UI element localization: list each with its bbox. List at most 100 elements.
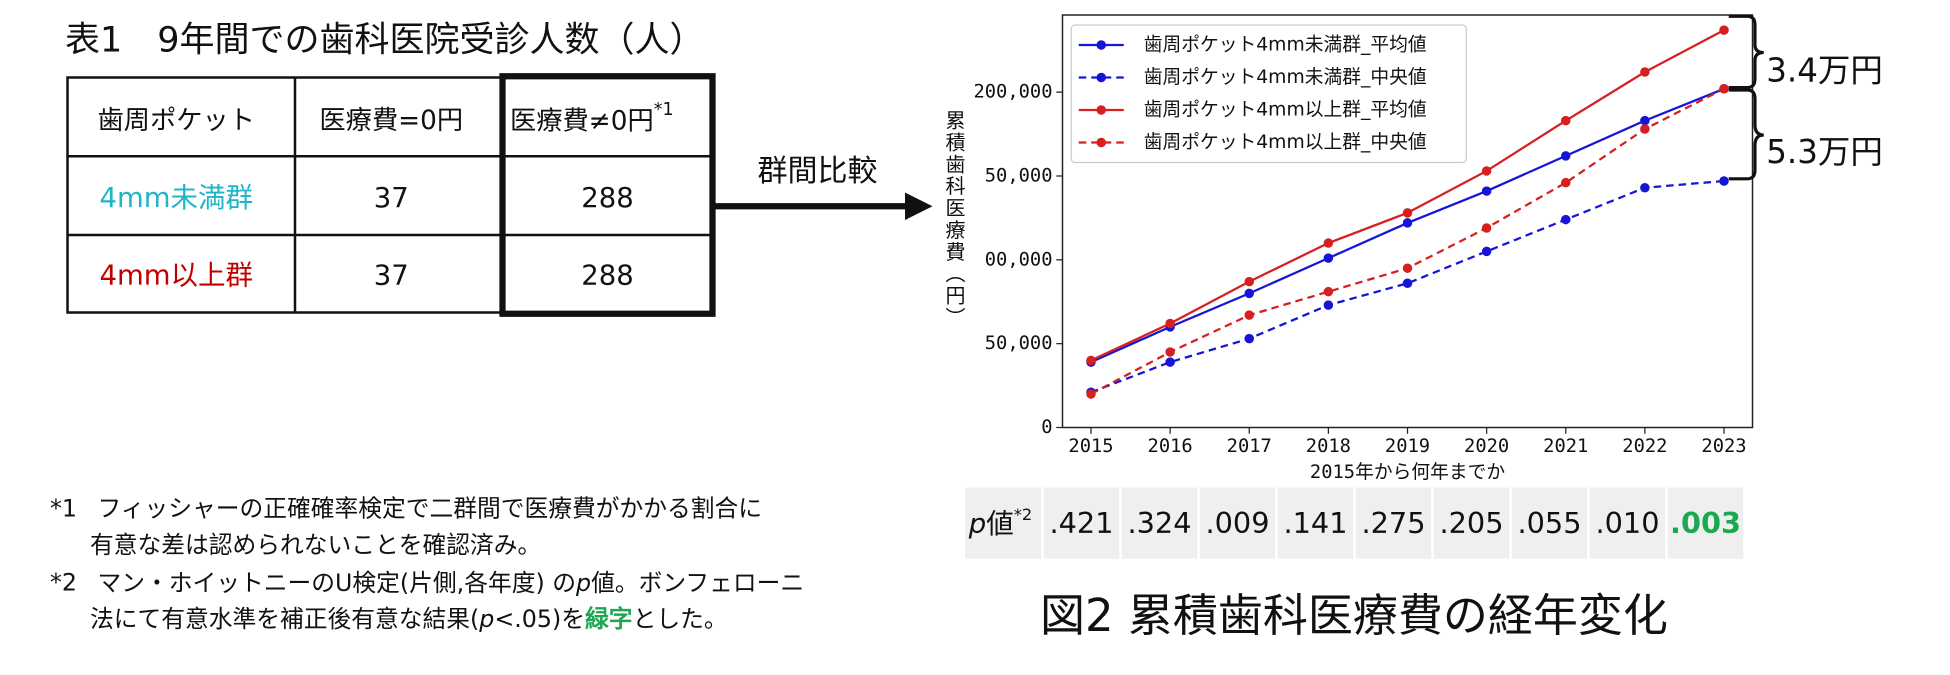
- series-marker: [1640, 67, 1650, 77]
- footnote-marker: *1: [50, 495, 77, 523]
- series-marker: [1561, 214, 1571, 225]
- series-marker: [1244, 310, 1254, 320]
- series-marker: [1640, 124, 1650, 134]
- text: マン・ホイットニーのU検定(片側,各年度) の: [98, 568, 577, 596]
- x-axis-label: 2015年から何年までか: [1310, 461, 1505, 483]
- p-note: *2: [1014, 505, 1032, 524]
- series-marker: [1640, 115, 1650, 126]
- arrow-head: [905, 192, 933, 220]
- series-marker: [1481, 166, 1492, 176]
- text: <.05)を: [494, 605, 585, 633]
- series-marker: [1165, 347, 1175, 357]
- group-cell: 4mm未満群: [99, 182, 253, 214]
- text: p: [478, 605, 494, 633]
- y-tick-label: 0: [1041, 417, 1052, 438]
- x-tick-label: 2020: [1464, 436, 1509, 457]
- bracket: [1728, 14, 1764, 90]
- series-marker: [1561, 115, 1571, 126]
- y-tick-label: 50,000: [985, 333, 1053, 354]
- footnote-line: 有意な差は認められないことを確認済み。: [90, 531, 541, 559]
- x-tick-label: 2016: [1148, 436, 1193, 457]
- p-value: .421: [1049, 506, 1113, 540]
- p-letter: p: [968, 508, 986, 540]
- p-cell: [1667, 487, 1744, 559]
- legend-label: 歯周ポケット4mm以上群_中央値: [1144, 131, 1427, 153]
- series-marker: [1165, 318, 1175, 329]
- header-cell: 医療費≠0円*1: [510, 100, 674, 136]
- x-tick-label: 2017: [1227, 436, 1272, 457]
- p-label-cell: [965, 487, 1042, 559]
- x-tick-label: 2021: [1543, 436, 1588, 457]
- y-tick-label: 50,000: [985, 165, 1053, 186]
- footnote-line: マン・ホイットニーのU検定(片側,各年度) のp値。ボンフェローニ: [98, 568, 805, 596]
- series-marker: [1719, 176, 1729, 186]
- text: とした。: [633, 605, 728, 633]
- group-cell: 4mm以上群: [99, 259, 253, 291]
- series-marker: [1323, 300, 1334, 310]
- p-cell: [1511, 487, 1588, 559]
- legend-box: [1070, 24, 1467, 164]
- annotation: 5.3万円: [1766, 133, 1883, 171]
- text: p: [575, 568, 591, 596]
- x-tick-label: 2019: [1385, 436, 1430, 457]
- series-marker: [1244, 333, 1254, 344]
- text: 値。ボンフェローニ: [591, 568, 804, 596]
- y-axis-label: 累積歯科医療費（円）: [942, 110, 966, 329]
- arrow-label: 群間比較: [758, 154, 878, 189]
- series-marker: [1402, 218, 1413, 228]
- highlight-box: [499, 73, 716, 317]
- series-marker: [1402, 278, 1413, 289]
- cell: 288: [581, 259, 634, 291]
- footnotes: *1 フィッシャーの正確確率検定で二群間で医療費がかかる割合に 有意な差は認めら…: [50, 495, 804, 633]
- series-marker: [1561, 177, 1571, 188]
- series-line: [1090, 179, 1725, 394]
- p-cell: [1043, 487, 1120, 559]
- series-marker: [1719, 25, 1729, 35]
- p-cell: [1355, 487, 1432, 559]
- legend-marker: [1096, 40, 1106, 50]
- figure-title: 図2 累積歯科医療費の経年変化: [1040, 589, 1668, 642]
- series-marker: [1402, 263, 1413, 273]
- series-marker: [1561, 151, 1571, 161]
- p-cell: [1589, 487, 1666, 559]
- series-marker: [1640, 182, 1650, 193]
- p-value: .141: [1283, 506, 1347, 540]
- legend-label: 歯周ポケット4mm以上群_平均値: [1144, 99, 1427, 121]
- series-marker: [1165, 357, 1175, 367]
- footnote-line: 法にて有意水準を補正後有意な結果(p<.05)を緑字とした。: [90, 605, 728, 633]
- series-marker: [1323, 238, 1334, 248]
- p-cell: [1277, 487, 1354, 559]
- x-tick-label: 2022: [1622, 436, 1667, 457]
- legend-label: 歯周ポケット4mm未満群_中央値: [1144, 66, 1427, 88]
- cell: 37: [374, 182, 409, 214]
- p-value: .003: [1670, 506, 1741, 540]
- series-marker: [1481, 223, 1492, 233]
- footnote-line: フィッシャーの正確確率検定で二群間で医療費がかかる割合に: [98, 495, 763, 523]
- legend-marker: [1096, 137, 1106, 148]
- footnote-marker: *2: [50, 568, 77, 596]
- x-tick-label: 2018: [1306, 436, 1351, 457]
- series-marker: [1481, 186, 1492, 196]
- p-value: .275: [1361, 506, 1425, 540]
- cell: 288: [581, 182, 634, 214]
- legend-label: 歯周ポケット4mm未満群_平均値: [1144, 34, 1427, 56]
- p-cell: [1199, 487, 1276, 559]
- series-marker: [1481, 246, 1492, 257]
- p-value: .324: [1127, 506, 1191, 540]
- y-tick-label: 00,000: [985, 249, 1053, 270]
- header-note: *1: [654, 100, 674, 120]
- p-label: p値*2: [968, 505, 1032, 541]
- legend-marker: [1096, 105, 1106, 115]
- legend-marker: [1096, 72, 1106, 83]
- series-marker: [1086, 389, 1096, 399]
- series-marker: [1244, 276, 1254, 287]
- p-text: 値: [986, 508, 1014, 540]
- p-value: .055: [1517, 506, 1581, 540]
- series-marker: [1719, 84, 1729, 94]
- table1: [66, 73, 716, 317]
- p-value: .009: [1205, 506, 1269, 540]
- text: 法にて有意水準を補正後有意な結果(: [90, 605, 479, 633]
- x-tick-label: 2015: [1068, 436, 1113, 457]
- y-tick-label: 200,000: [973, 82, 1052, 103]
